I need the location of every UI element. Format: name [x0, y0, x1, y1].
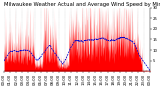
Text: Milwaukee Weather Actual and Average Wind Speed by Minute mph (Last 24 Hours): Milwaukee Weather Actual and Average Win… [4, 2, 160, 7]
